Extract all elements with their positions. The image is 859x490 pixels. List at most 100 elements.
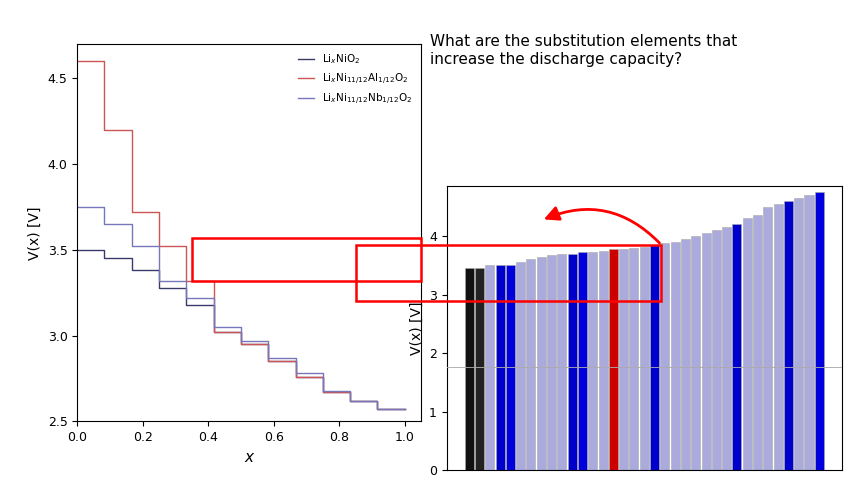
X-axis label: x: x	[245, 450, 253, 465]
Li$_x$Ni$_{11/12}$Nb$_{1/12}$O$_2$	[181, 278, 192, 284]
Y-axis label: V(x) [V]: V(x) [V]	[410, 301, 423, 355]
Li$_x$NiO$_2$	[399, 407, 410, 413]
Li$_x$Ni$_{11/12}$Nb$_{1/12}$O$_2$	[209, 295, 219, 301]
Li$_x$Ni$_{11/12}$Al$_{1/12}$O$_2$	[181, 278, 192, 284]
Li$_x$Ni$_{11/12}$Al$_{1/12}$O$_2$	[209, 278, 219, 284]
Li$_x$Ni$_{11/12}$Nb$_{1/12}$O$_2$	[235, 324, 246, 330]
Bar	[630, 248, 638, 470]
Bar	[496, 265, 504, 470]
Line: Li$_x$NiO$_2$: Li$_x$NiO$_2$	[77, 250, 405, 410]
Li$_x$NiO$_2$	[235, 329, 246, 335]
Li$_x$Ni$_{11/12}$Nb$_{1/12}$O$_2$	[235, 338, 246, 343]
Li$_x$Ni$_{11/12}$Nb$_{1/12}$O$_2$	[100, 204, 110, 210]
Bar	[753, 216, 762, 470]
Li$_x$NiO$_2$	[318, 389, 328, 395]
Li$_x$Ni$_{11/12}$Nb$_{1/12}$O$_2$	[263, 355, 273, 361]
Li$_x$Ni$_{11/12}$Nb$_{1/12}$O$_2$	[263, 338, 273, 343]
Li$_x$Ni$_{11/12}$Nb$_{1/12}$O$_2$	[372, 407, 382, 413]
Li$_x$Ni$_{11/12}$Nb$_{1/12}$O$_2$	[318, 388, 328, 393]
Li$_x$Ni$_{11/12}$Al$_{1/12}$O$_2$	[290, 374, 301, 380]
Li$_x$NiO$_2$	[127, 268, 137, 273]
Li$_x$Ni$_{11/12}$Al$_{1/12}$O$_2$	[344, 398, 355, 404]
Bar	[743, 219, 752, 470]
Li$_x$NiO$_2$	[181, 302, 192, 308]
Li$_x$NiO$_2$	[209, 329, 219, 335]
Bar	[805, 195, 813, 470]
Bar	[815, 192, 824, 470]
Li$_x$Ni$_{11/12}$Nb$_{1/12}$O$_2$	[399, 407, 410, 413]
Bar	[568, 254, 576, 470]
Li$_x$NiO$_2$	[372, 398, 382, 404]
Li$_x$Ni$_{11/12}$Al$_{1/12}$O$_2$	[318, 374, 328, 380]
Bar	[485, 265, 494, 470]
Bar	[733, 224, 741, 470]
Li$_x$Ni$_{11/12}$Al$_{1/12}$O$_2$	[72, 58, 82, 64]
Li$_x$Ni$_{11/12}$Al$_{1/12}$O$_2$	[154, 244, 164, 249]
Li$_x$Ni$_{11/12}$Al$_{1/12}$O$_2$	[181, 244, 192, 249]
Li$_x$Ni$_{11/12}$Al$_{1/12}$O$_2$	[100, 127, 110, 133]
Li$_x$Ni$_{11/12}$Nb$_{1/12}$O$_2$	[318, 370, 328, 376]
Li$_x$Ni$_{11/12}$Nb$_{1/12}$O$_2$	[154, 278, 164, 284]
Li$_x$NiO$_2$	[72, 247, 82, 253]
Li$_x$Ni$_{11/12}$Al$_{1/12}$O$_2$	[235, 329, 246, 335]
Li$_x$Ni$_{11/12}$Al$_{1/12}$O$_2$	[209, 329, 219, 335]
Li$_x$NiO$_2$	[263, 341, 273, 347]
Bar	[702, 233, 710, 470]
Bar	[516, 262, 525, 470]
Bar	[588, 252, 597, 470]
Bar	[722, 227, 731, 470]
Li$_x$NiO$_2$	[372, 407, 382, 413]
Li$_x$NiO$_2$	[154, 285, 164, 291]
Li$_x$Ni$_{11/12}$Al$_{1/12}$O$_2$	[127, 209, 137, 215]
Bar	[795, 198, 803, 470]
Bar	[465, 268, 473, 470]
Bar	[537, 257, 545, 470]
Li$_x$NiO$_2$	[344, 398, 355, 404]
Li$_x$NiO$_2$	[344, 389, 355, 395]
Li$_x$NiO$_2$	[181, 285, 192, 291]
Bar	[650, 245, 659, 470]
Bar	[712, 230, 721, 470]
Li$_x$NiO$_2$	[318, 374, 328, 380]
Bar	[547, 255, 556, 470]
Li$_x$Ni$_{11/12}$Al$_{1/12}$O$_2$	[318, 389, 328, 395]
Li$_x$NiO$_2$	[290, 358, 301, 364]
Li$_x$Ni$_{11/12}$Nb$_{1/12}$O$_2$	[154, 244, 164, 249]
Bar	[599, 251, 607, 470]
Y-axis label: V(x) [V]: V(x) [V]	[28, 206, 42, 260]
Li$_x$NiO$_2$	[263, 358, 273, 364]
Li$_x$Ni$_{11/12}$Al$_{1/12}$O$_2$	[235, 341, 246, 347]
Li$_x$Ni$_{11/12}$Nb$_{1/12}$O$_2$	[72, 204, 82, 210]
Li$_x$Ni$_{11/12}$Nb$_{1/12}$O$_2$	[344, 388, 355, 393]
Bar	[764, 207, 772, 470]
Bar	[619, 249, 628, 470]
Bar	[774, 204, 783, 470]
Bar	[527, 259, 535, 470]
Bar	[661, 243, 669, 470]
Li$_x$Ni$_{11/12}$Al$_{1/12}$O$_2$	[127, 127, 137, 133]
Li$_x$Ni$_{11/12}$Al$_{1/12}$O$_2$	[263, 341, 273, 347]
Bar	[192, 238, 421, 281]
Li$_x$NiO$_2$	[154, 268, 164, 273]
Li$_x$Ni$_{11/12}$Nb$_{1/12}$O$_2$	[181, 295, 192, 301]
Bar	[578, 252, 587, 470]
Line: Li$_x$Ni$_{11/12}$Al$_{1/12}$O$_2$: Li$_x$Ni$_{11/12}$Al$_{1/12}$O$_2$	[77, 61, 405, 410]
Bar	[691, 236, 700, 470]
Li$_x$NiO$_2$	[290, 374, 301, 380]
Text: What are the substitution elements that
increase the discharge capacity?: What are the substitution elements that …	[430, 34, 737, 67]
Li$_x$Ni$_{11/12}$Al$_{1/12}$O$_2$	[399, 407, 410, 413]
Li$_x$NiO$_2$	[100, 255, 110, 261]
Bar	[475, 268, 484, 470]
Li$_x$NiO$_2$	[127, 255, 137, 261]
Li$_x$Ni$_{11/12}$Nb$_{1/12}$O$_2$	[290, 355, 301, 361]
Li$_x$NiO$_2$	[209, 302, 219, 308]
Li$_x$Ni$_{11/12}$Nb$_{1/12}$O$_2$	[127, 244, 137, 249]
Bar	[681, 239, 690, 470]
Li$_x$NiO$_2$	[100, 247, 110, 253]
Bar	[506, 265, 515, 470]
Bar	[784, 201, 793, 470]
Bar	[609, 249, 618, 470]
Li$_x$Ni$_{11/12}$Al$_{1/12}$O$_2$	[372, 398, 382, 404]
Legend: Li$_x$NiO$_2$, Li$_x$Ni$_{11/12}$Al$_{1/12}$O$_2$, Li$_x$Ni$_{11/12}$Nb$_{1/12}$: Li$_x$NiO$_2$, Li$_x$Ni$_{11/12}$Al$_{1/…	[295, 49, 416, 110]
Li$_x$Ni$_{11/12}$Nb$_{1/12}$O$_2$	[290, 370, 301, 376]
